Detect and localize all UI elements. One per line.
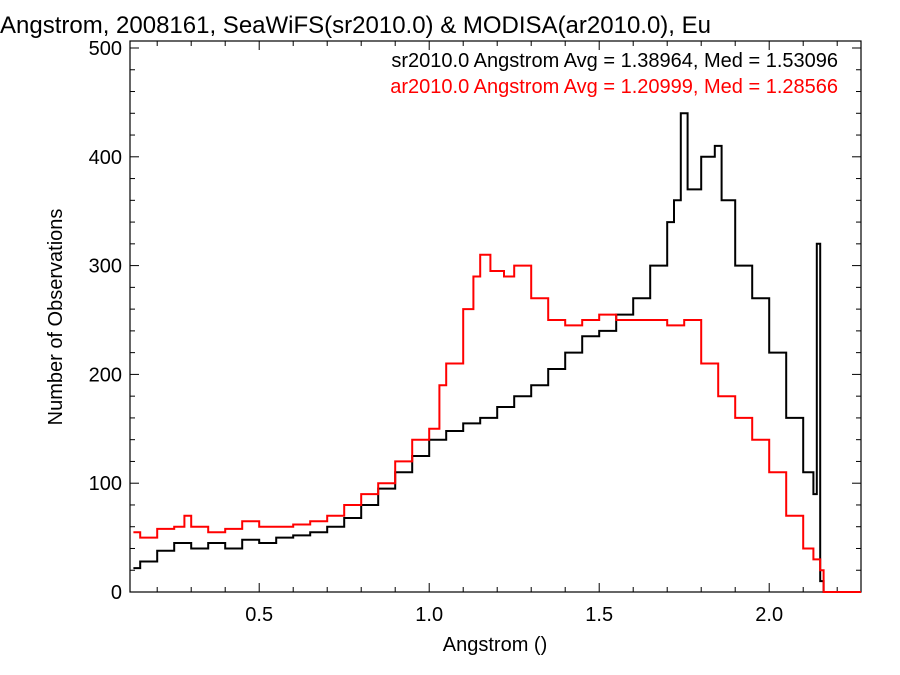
y-tick-label: 500 <box>89 38 122 60</box>
x-tick-label: 1.5 <box>585 604 613 626</box>
series-line-ar2010 <box>133 253 861 593</box>
y-tick-label: 300 <box>89 256 122 278</box>
y-tick-label: 100 <box>89 473 122 495</box>
x-axis-label: Angstrom () <box>443 634 547 656</box>
legend-entry-ar2010: ar2010.0 Angstrom Avg = 1.20999, Med = 1… <box>390 76 838 98</box>
legend-entry-sr2010: sr2010.0 Angstrom Avg = 1.38964, Med = 1… <box>391 50 838 72</box>
x-tick-label: 1.0 <box>415 604 443 626</box>
y-tick-label: 400 <box>89 147 122 169</box>
chart-title: Angstrom, 2008161, SeaWiFS(sr2010.0) & M… <box>0 12 711 39</box>
y-tick-label: 0 <box>111 582 122 604</box>
axis-ticks: 0.5 1.0 1.5 2.0 0 100 200 300 400 500 <box>89 38 861 626</box>
plot-frame <box>129 40 862 593</box>
y-tick-label: 200 <box>89 364 122 386</box>
plot-area <box>129 40 862 593</box>
series-line-sr2010 <box>133 112 827 593</box>
series-lines <box>133 112 861 593</box>
x-tick-label: 2.0 <box>755 604 783 626</box>
x-tick-label: 0.5 <box>245 604 273 626</box>
y-axis-label: Number of Observations <box>45 209 67 426</box>
